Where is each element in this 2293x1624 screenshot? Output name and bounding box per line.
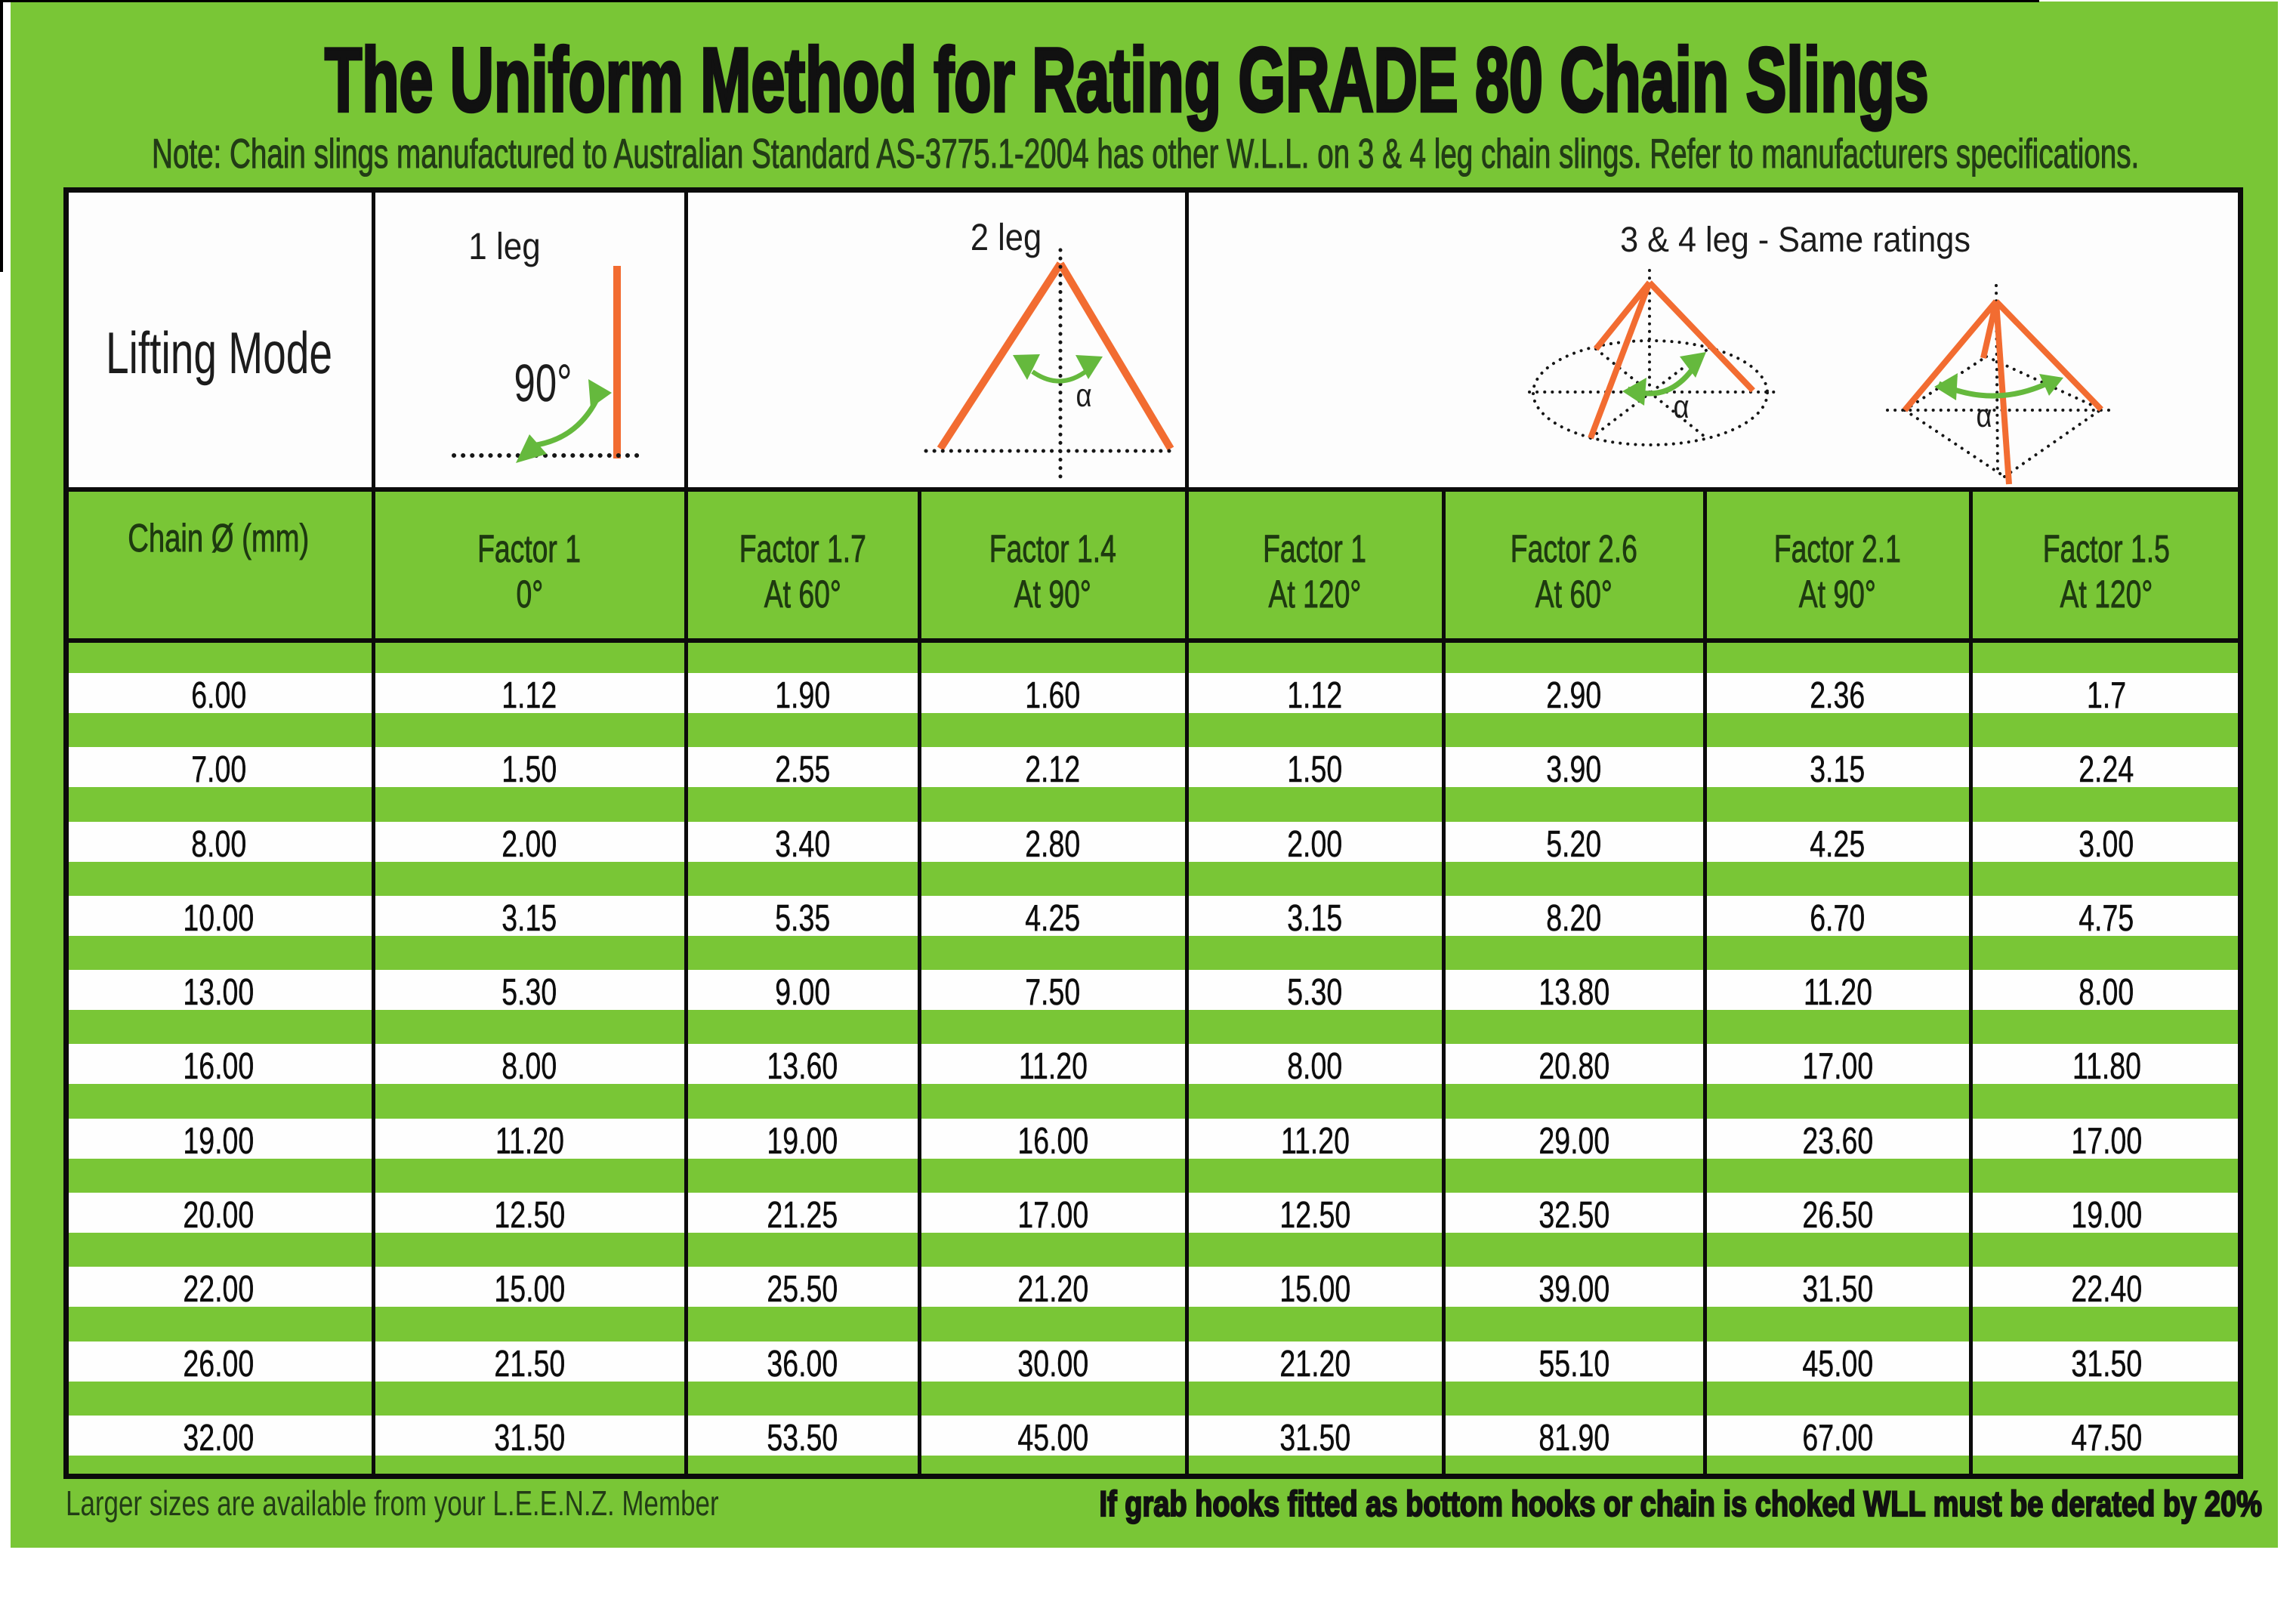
svg-text:α: α xyxy=(1976,398,1992,434)
svg-text:α: α xyxy=(1673,389,1689,425)
svg-text:α: α xyxy=(1076,378,1091,414)
svg-text:Lifting Mode: Lifting Mode xyxy=(106,320,332,386)
svg-text:90°: 90° xyxy=(514,354,572,412)
svg-text:1 leg: 1 leg xyxy=(468,225,540,267)
svg-text:2 leg: 2 leg xyxy=(971,216,1042,258)
svg-text:3 & 4 leg - Same ratings: 3 & 4 leg - Same ratings xyxy=(1620,219,1970,259)
